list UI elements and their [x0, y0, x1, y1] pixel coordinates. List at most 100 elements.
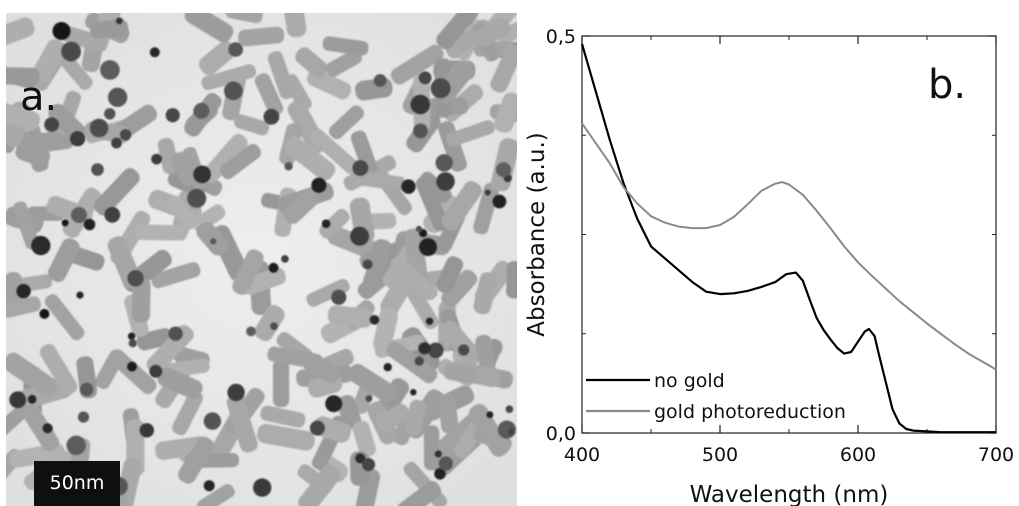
nanorod: [151, 262, 201, 289]
nanoparticle: [44, 117, 59, 132]
nanorod: [178, 436, 215, 484]
nanoparticle: [418, 71, 432, 85]
nanorod: [47, 238, 80, 282]
tick-labels: 400 500 600 700 0,0 0,5: [546, 26, 1014, 466]
nanorod: [6, 101, 41, 131]
nanorod: [298, 464, 341, 506]
nanorod: [157, 367, 203, 400]
nanorod: [313, 416, 352, 443]
scale-bar: 50nm: [34, 461, 120, 506]
nanorod: [441, 181, 482, 231]
nanorod: [353, 468, 381, 506]
nanorod: [15, 141, 51, 167]
nanoparticle: [149, 47, 160, 58]
nanoparticle: [369, 315, 380, 325]
nanoparticle: [415, 225, 423, 232]
nanorod: [363, 239, 392, 290]
nanoparticle: [71, 207, 87, 223]
nanoparticle: [284, 162, 293, 171]
nanorod: [57, 51, 93, 90]
series-line-no-gold: [580, 43, 996, 434]
nanoparticle: [309, 420, 325, 436]
nanorod: [131, 277, 151, 323]
nanoparticle: [438, 456, 453, 471]
nanorod: [254, 73, 284, 116]
nanoparticle: [227, 383, 245, 402]
nanorod: [241, 267, 286, 295]
nanorod: [62, 26, 108, 53]
nanorod: [385, 341, 438, 384]
nanoparticle: [193, 165, 211, 184]
nanorod: [443, 362, 478, 383]
nanoparticle: [39, 308, 50, 319]
nanoparticle: [246, 326, 256, 337]
nanoparticle: [410, 389, 417, 396]
nanorod: [134, 224, 188, 241]
nanorod: [44, 294, 85, 341]
nanorod: [436, 256, 464, 294]
nanorod: [404, 399, 427, 436]
nanoparticle: [268, 262, 279, 273]
nanoparticle: [410, 94, 431, 115]
nanorod: [319, 208, 350, 239]
nanoparticle: [362, 259, 373, 270]
nanoparticle: [418, 342, 431, 355]
x-tick-label: 700: [978, 444, 1014, 466]
nanorod: [506, 261, 517, 299]
nanoparticle: [352, 160, 369, 176]
nanorod: [352, 420, 376, 458]
nanorod: [322, 36, 369, 56]
nanorod: [375, 404, 410, 432]
nanorod: [284, 136, 336, 181]
absorbance-chart: 400 500 600 700 0,0 0,5 b. Wavelength (nm) Ab…: [520, 0, 1019, 506]
nanoparticle: [187, 188, 207, 208]
nanorod: [475, 334, 496, 373]
nanorod: [310, 128, 359, 174]
nanoparticle: [111, 137, 122, 149]
nanoparticle: [52, 22, 71, 40]
nanorod: [95, 349, 125, 390]
nanoparticle: [325, 395, 343, 413]
legend-label: gold photoreduction: [654, 401, 846, 423]
scale-bar-label: 50nm: [49, 472, 105, 494]
y-tick-label: 0,5: [546, 26, 576, 48]
nanorod: [441, 269, 478, 308]
nanoparticle: [119, 129, 132, 141]
nanoparticle: [434, 468, 446, 480]
legend: no gold gold photoreduction: [586, 370, 846, 423]
nanorod: [32, 39, 66, 83]
nanoparticle: [77, 411, 90, 423]
nanorod: [6, 272, 23, 307]
nanoparticle: [365, 395, 373, 402]
nanorod: [90, 19, 129, 39]
nanoparticle: [104, 108, 116, 120]
y-axis-title: Absorbance (a.u.): [524, 132, 550, 336]
nanoparticle: [165, 108, 180, 123]
nanorod: [446, 120, 495, 147]
nanorod: [295, 47, 328, 78]
nanorod: [306, 278, 350, 307]
nanorod: [490, 44, 517, 93]
nanorod: [347, 363, 396, 402]
nanoparticle: [151, 153, 163, 165]
nanorod: [403, 280, 439, 330]
series-lines: [580, 43, 997, 434]
nanorod: [474, 17, 511, 47]
nanorod: [22, 404, 60, 452]
series-line-gold-photoreduction: [581, 122, 997, 371]
nanorod: [171, 151, 197, 186]
gold-nanoparticles: [9, 17, 516, 497]
nanorods: [6, 13, 517, 506]
nanorod: [496, 18, 517, 45]
nanorod: [438, 394, 459, 434]
nanorod: [234, 114, 270, 136]
nanoparticle: [16, 284, 31, 299]
nanoparticle: [149, 364, 163, 378]
nanoparticle: [115, 17, 123, 25]
nanoparticle: [193, 102, 210, 119]
nanoparticle: [508, 428, 515, 435]
nanoparticle: [492, 194, 507, 209]
nanoparticle: [419, 238, 437, 257]
nanoparticle: [484, 189, 491, 196]
nanoparticle: [66, 435, 86, 455]
